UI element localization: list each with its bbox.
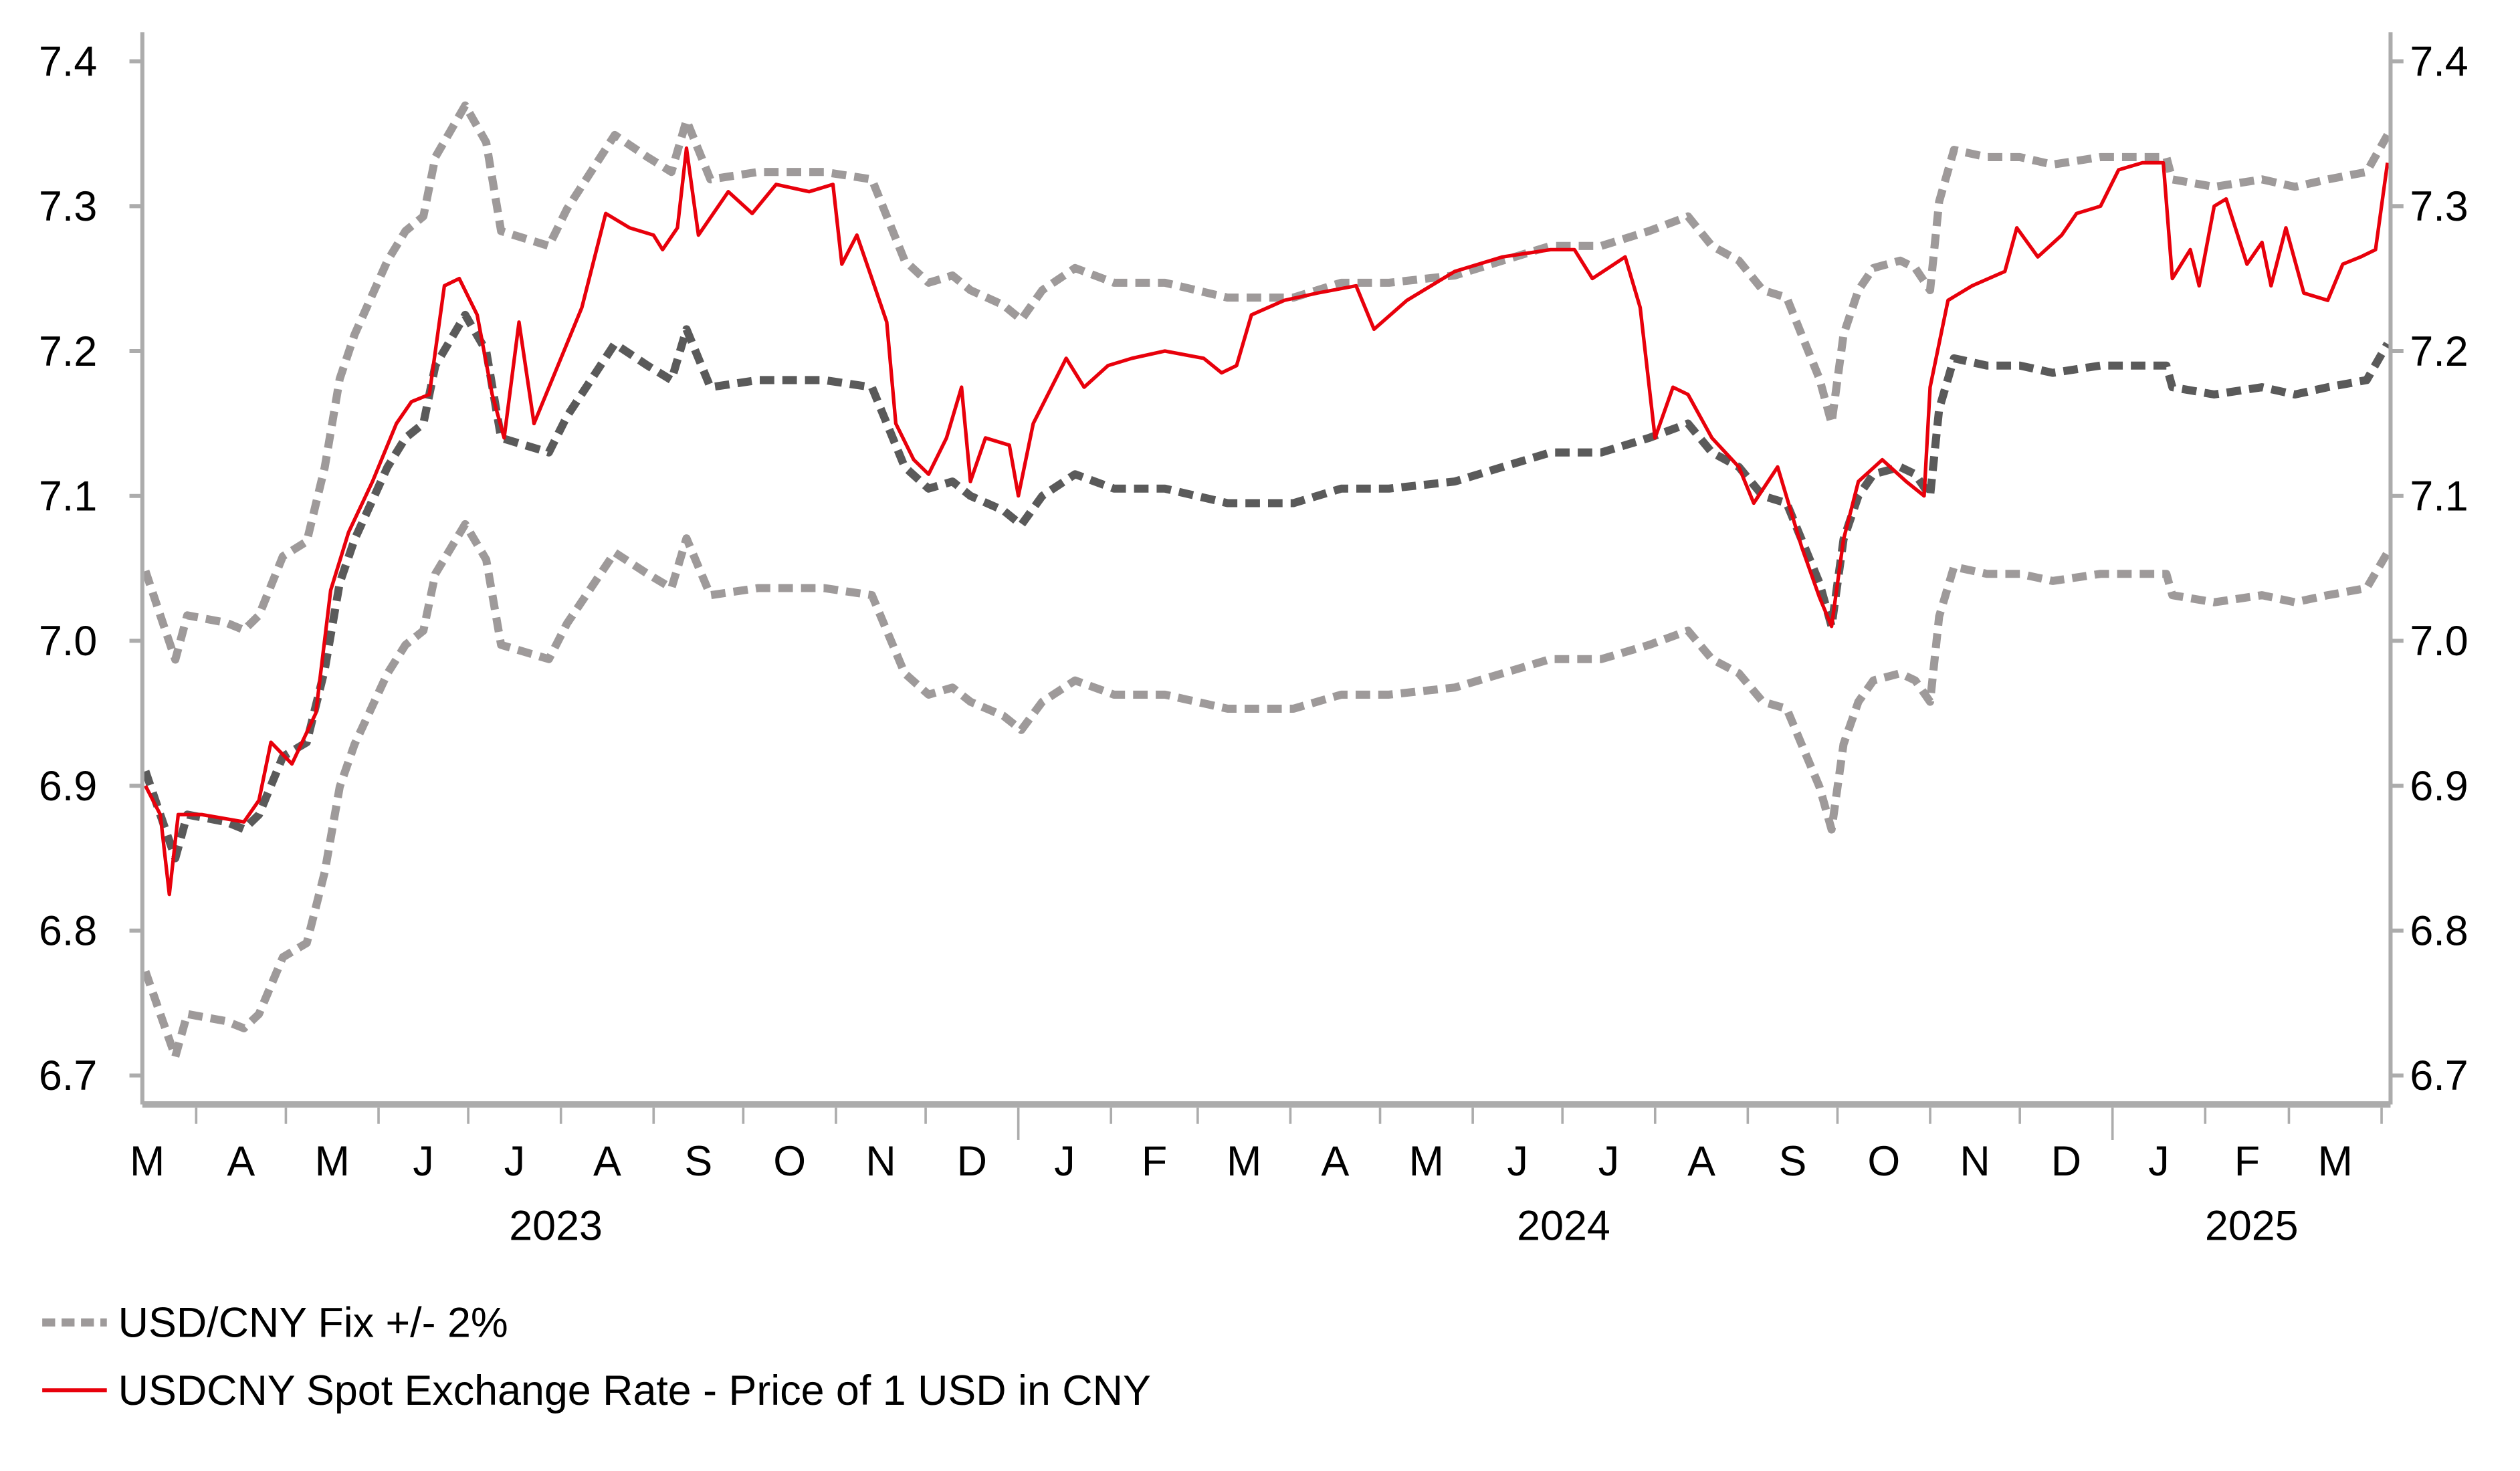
x-month-label: D bbox=[957, 1138, 987, 1185]
legend-item-spot: USDCNY Spot Exchange Rate - Price of 1 U… bbox=[42, 1367, 1151, 1414]
x-month-label: S bbox=[1778, 1138, 1806, 1185]
x-month-label: O bbox=[1867, 1138, 1900, 1185]
y-tick-label-left: 7.1 bbox=[39, 473, 97, 520]
x-month-label: A bbox=[227, 1138, 255, 1185]
y-tick-label-left: 7.3 bbox=[39, 183, 97, 230]
y-tick-label-right: 6.9 bbox=[2410, 763, 2468, 810]
x-month-label: N bbox=[865, 1138, 896, 1185]
x-month-label: F bbox=[1142, 1138, 1167, 1185]
x-month-label: M bbox=[315, 1138, 350, 1185]
x-month-label: J bbox=[1598, 1138, 1619, 1185]
fix-line bbox=[141, 310, 2392, 863]
y-tick-label-left: 7.2 bbox=[39, 328, 97, 375]
y-tick-label-right: 7.4 bbox=[2410, 38, 2468, 85]
x-month-label: J bbox=[504, 1138, 525, 1185]
x-year-label: 2024 bbox=[1517, 1203, 1610, 1250]
x-month-label: M bbox=[1409, 1138, 1444, 1185]
y-tick-label-right: 7.0 bbox=[2410, 618, 2468, 665]
axes: 6.7 6.7 6.8 6.8 6.9 6.9 7.0 7.0 7.1 7.1 7.2 7.2 7.3 7… bbox=[39, 32, 2469, 1250]
y-tick-label-left: 6.7 bbox=[39, 1052, 97, 1099]
x-month-label: O bbox=[773, 1138, 806, 1185]
x-month-label: J bbox=[2148, 1138, 2169, 1185]
y-tick-label-right: 6.7 bbox=[2410, 1052, 2468, 1099]
y-tick-label-left: 6.9 bbox=[39, 763, 97, 810]
y-tick-label-right: 7.2 bbox=[2410, 328, 2468, 375]
x-month-label: M bbox=[130, 1138, 165, 1185]
x-month-label: J bbox=[413, 1138, 433, 1185]
x-month-label: D bbox=[2051, 1138, 2081, 1185]
x-month-label: F bbox=[2234, 1138, 2260, 1185]
x-month-label: J bbox=[1507, 1138, 1528, 1185]
x-month-label: A bbox=[593, 1138, 621, 1185]
fix-lower-band-line bbox=[141, 520, 2392, 1061]
x-month-label: M bbox=[2318, 1138, 2353, 1185]
y-tick-label-right: 7.1 bbox=[2410, 473, 2468, 520]
x-month-label: A bbox=[1322, 1138, 1350, 1185]
legend-label-fix-band: USD/CNY Fix +/- 2% bbox=[118, 1300, 508, 1347]
y-tick-label-right: 7.3 bbox=[2410, 183, 2468, 230]
plot-area bbox=[141, 101, 2392, 1061]
x-month-label: M bbox=[1227, 1138, 1261, 1185]
legend-item-fix-band: USD/CNY Fix +/- 2% bbox=[42, 1300, 508, 1347]
x-month-label: S bbox=[684, 1138, 712, 1185]
spot-line bbox=[144, 146, 2390, 897]
legend-label-spot: USDCNY Spot Exchange Rate - Price of 1 U… bbox=[118, 1367, 1151, 1414]
y-tick-label-left: 7.4 bbox=[39, 38, 97, 85]
y-tick-label-left: 6.8 bbox=[39, 908, 97, 955]
x-year-label: 2023 bbox=[509, 1203, 603, 1250]
fix-upper-band-line bbox=[141, 101, 2392, 664]
x-month-label: J bbox=[1054, 1138, 1075, 1185]
x-month-label: A bbox=[1687, 1138, 1715, 1185]
legend: USD/CNY Fix +/- 2% USDCNY Spot Exchange … bbox=[42, 1300, 1151, 1414]
y-tick-label-left: 7.0 bbox=[39, 618, 97, 665]
y-tick-label-right: 6.8 bbox=[2410, 908, 2468, 955]
x-month-label: N bbox=[1960, 1138, 1990, 1185]
x-year-label: 2025 bbox=[2205, 1203, 2299, 1250]
